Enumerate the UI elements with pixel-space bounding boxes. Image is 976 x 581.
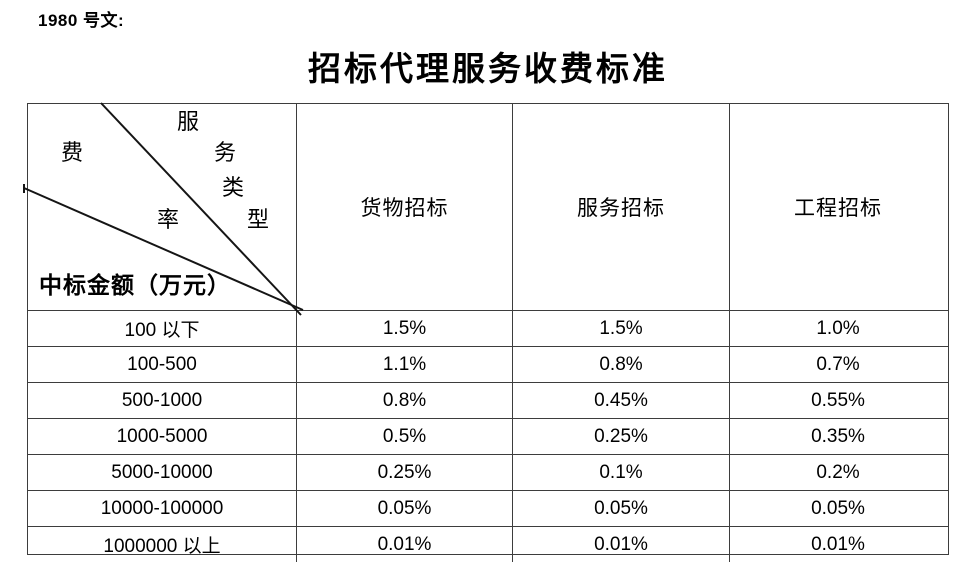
fee-rate-value: 0.1% bbox=[512, 455, 729, 490]
fee-rate-value: 0.05% bbox=[296, 491, 512, 526]
fee-rate-value: 1.0% bbox=[729, 311, 946, 346]
table-row: 100-500 1.1% 0.8% 0.7% bbox=[28, 346, 948, 382]
row-label-amount-range: 500-1000 bbox=[121, 389, 203, 411]
fee-rate-value: 1.5% bbox=[296, 311, 512, 346]
corner-label-service-type-char: 服 bbox=[177, 109, 200, 134]
table-body: 100 以下 1.5% 1.5% 1.0% 100-500 1.1% 0.8% 0.7% 500… bbox=[28, 310, 948, 562]
column-header-goods: 货物招标 bbox=[296, 104, 512, 310]
fee-rate-value: 0.25% bbox=[296, 455, 512, 490]
fee-rate-value: 0.2% bbox=[729, 455, 946, 490]
fee-rate-value: 0.8% bbox=[296, 383, 512, 418]
fee-rate-value: 0.45% bbox=[512, 383, 729, 418]
table-row: 1000-5000 0.5% 0.25% 0.35% bbox=[28, 418, 948, 454]
table-header-row: 服 务 类 型 费 率 中标金额（万元） 货物招标 服务招标 工程招标 bbox=[23, 102, 948, 316]
corner-header-cell: 服 务 类 型 费 率 中标金额（万元） bbox=[23, 102, 304, 316]
corner-label-fee-rate-char: 率 bbox=[157, 207, 180, 232]
row-label-amount-range: 1000-5000 bbox=[116, 425, 208, 447]
row-label-amount-range: 5000-10000 bbox=[111, 461, 213, 483]
table-row: 100 以下 1.5% 1.5% 1.0% bbox=[28, 310, 948, 346]
corner-label-fee-rate-char: 费 bbox=[61, 140, 84, 165]
fee-rate-value: 1.5% bbox=[512, 311, 729, 346]
table-row: 500-1000 0.8% 0.45% 0.55% bbox=[28, 382, 948, 418]
page-title: 招标代理服务收费标准 bbox=[308, 52, 668, 88]
corner-label-service-type-char: 类 bbox=[222, 175, 245, 200]
doc-ref-label: 1980 号文: bbox=[38, 11, 125, 30]
fee-rate-value: 0.01% bbox=[512, 527, 729, 562]
fee-rate-value: 1.1% bbox=[296, 347, 512, 382]
row-label-amount-range: 10000-100000 bbox=[100, 497, 224, 519]
fee-rate-value: 0.5% bbox=[296, 419, 512, 454]
row-label-amount-range: 1000000 以上 bbox=[103, 536, 221, 557]
row-label-amount-range: 100-500 bbox=[127, 353, 197, 375]
fee-rate-value: 0.01% bbox=[296, 527, 512, 562]
row-label-amount-range: 100 以下 bbox=[124, 320, 200, 341]
fee-rate-value: 0.35% bbox=[729, 419, 946, 454]
fee-rate-value: 0.05% bbox=[512, 491, 729, 526]
fee-rate-value: 0.01% bbox=[729, 527, 946, 562]
corner-label-bid-amount: 中标金额（万元） bbox=[39, 273, 231, 298]
diagonal-divider-lines bbox=[23, 102, 304, 316]
table-row: 1000000 以上 0.01% 0.01% 0.01% bbox=[28, 526, 948, 562]
column-header-service: 服务招标 bbox=[512, 104, 729, 310]
fee-rate-value: 0.7% bbox=[729, 347, 946, 382]
column-header-engineering: 工程招标 bbox=[729, 104, 946, 310]
corner-label-service-type-char: 务 bbox=[214, 140, 237, 165]
fee-rate-value: 0.55% bbox=[729, 383, 946, 418]
fee-rate-value: 0.25% bbox=[512, 419, 729, 454]
table-row: 5000-10000 0.25% 0.1% 0.2% bbox=[28, 454, 948, 490]
table-row: 10000-100000 0.05% 0.05% 0.05% bbox=[28, 490, 948, 526]
fee-standard-table: 服 务 类 型 费 率 中标金额（万元） 货物招标 服务招标 工程招标 100 … bbox=[23, 102, 949, 562]
fee-rate-value: 0.05% bbox=[729, 491, 946, 526]
fee-rate-value: 0.8% bbox=[512, 347, 729, 382]
corner-label-service-type-char: 型 bbox=[247, 207, 270, 232]
